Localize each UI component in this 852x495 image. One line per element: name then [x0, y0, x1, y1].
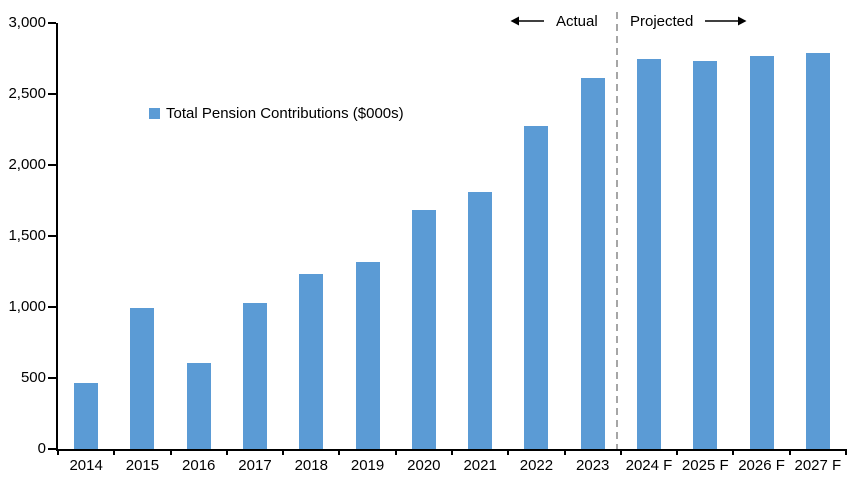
- bar-2020: [411, 210, 436, 449]
- bar-2016: [186, 363, 211, 449]
- y-axis-tick: [48, 235, 56, 237]
- x-axis-tick: [57, 449, 59, 455]
- legend-label: Total Pension Contributions ($000s): [166, 105, 404, 122]
- x-tick-label: 2024 F: [625, 457, 673, 474]
- bar-2017: [243, 303, 267, 449]
- x-axis-tick: [282, 449, 285, 455]
- y-axis-tick: [48, 22, 56, 24]
- x-axis-tick: [451, 449, 453, 455]
- bar-2015: [130, 308, 155, 449]
- y-axis-tick: [48, 306, 56, 308]
- x-axis-tick: [338, 449, 341, 455]
- x-axis-tick: [113, 449, 116, 455]
- x-axis-tick: [169, 449, 172, 455]
- y-tick-label: 0: [37, 440, 46, 457]
- bar-2027-f: [805, 52, 830, 449]
- y-tick-label: 1,000: [8, 298, 46, 315]
- y-axis-tick: [48, 377, 56, 379]
- y-tick-label: 2,000: [8, 156, 46, 173]
- x-tick-label: 2017: [238, 457, 272, 474]
- bar-2019: [355, 262, 380, 449]
- bar-2021: [468, 191, 493, 449]
- x-tick-label: 2019: [350, 457, 385, 474]
- y-tick-label: 1,500: [8, 227, 46, 244]
- bar-2022: [524, 125, 549, 449]
- plot-area: [56, 23, 846, 451]
- legend: Total Pension Contributions ($000s): [149, 105, 404, 122]
- y-tick-label: 2,500: [8, 85, 46, 102]
- x-tick-label: 2023: [576, 457, 610, 474]
- bar-2025-f: [693, 60, 718, 449]
- bar-2014: [74, 382, 99, 449]
- y-axis-tick: [48, 93, 56, 95]
- x-axis-tick: [394, 449, 397, 455]
- x-axis-tick: [845, 449, 847, 455]
- x-axis-tick: [225, 449, 228, 455]
- x-axis-tick: [676, 449, 679, 455]
- projected-arrow-right-icon: [705, 16, 747, 26]
- x-tick-label: 2020: [407, 457, 441, 474]
- x-axis-tick: [563, 449, 566, 455]
- x-tick-label: 2027 F: [794, 457, 842, 474]
- bar-2023: [580, 78, 605, 449]
- x-axis-tick: [788, 449, 791, 455]
- x-tick-label: 2021: [463, 457, 497, 474]
- x-axis-tick: [619, 449, 622, 455]
- projection-divider-line: [615, 12, 618, 449]
- bar-2018: [299, 274, 324, 449]
- bar-2026-f: [749, 56, 774, 449]
- actual-label: Actual: [556, 13, 598, 30]
- x-tick-label: 2015: [125, 457, 160, 474]
- x-tick-label: 2022: [519, 457, 554, 474]
- bar-2024-f: [637, 58, 661, 449]
- legend-swatch-icon: [149, 108, 160, 119]
- projected-label: Projected: [630, 13, 694, 30]
- x-axis-tick: [507, 449, 510, 455]
- y-axis-tick: [48, 164, 56, 166]
- y-axis-tick: [48, 448, 56, 450]
- x-tick-label: 2016: [182, 457, 216, 474]
- x-tick-label: 2014: [69, 457, 103, 474]
- x-tick-label: 2026 F: [738, 457, 785, 474]
- x-axis-tick: [732, 449, 735, 455]
- actual-arrow-left-icon: [510, 16, 544, 26]
- x-tick-label: 2018: [294, 457, 328, 474]
- x-tick-label: 2025 F: [681, 457, 729, 474]
- y-tick-label: 500: [20, 369, 46, 386]
- y-tick-label: 3,000: [8, 14, 46, 31]
